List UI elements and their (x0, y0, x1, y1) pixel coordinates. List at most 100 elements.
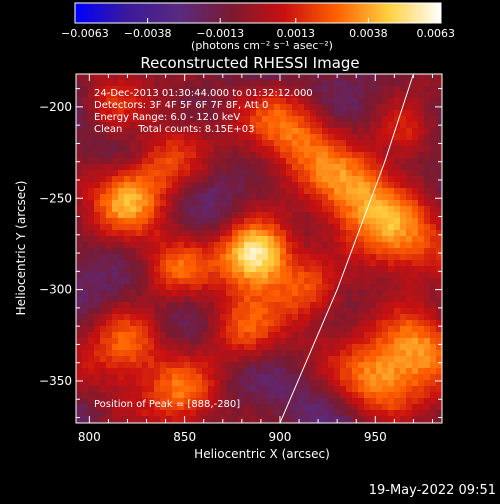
heatmap-cell (328, 98, 335, 105)
heatmap-cell (76, 308, 83, 315)
heatmap-cell (190, 290, 197, 297)
heatmap-cell (346, 398, 353, 405)
heatmap-cell (424, 152, 431, 159)
heatmap-cell (142, 338, 149, 345)
heatmap-cell (316, 410, 323, 417)
heatmap-cell (124, 410, 131, 417)
heatmap-cell (388, 206, 395, 213)
heatmap-cell (364, 296, 371, 303)
heatmap-cell (406, 158, 413, 165)
heatmap-cell (220, 338, 227, 345)
heatmap-cell (430, 296, 437, 303)
heatmap-cell (310, 74, 317, 81)
heatmap-cell (436, 404, 442, 411)
heatmap-cell (100, 290, 107, 297)
heatmap-cell (316, 308, 323, 315)
heatmap-cell (118, 254, 125, 261)
heatmap-cell (436, 134, 442, 141)
heatmap-cell (412, 248, 419, 255)
heatmap-cell (214, 302, 221, 309)
heatmap-cell (358, 188, 365, 195)
heatmap-cell (112, 224, 119, 231)
heatmap-cell (82, 350, 89, 357)
heatmap-cell (124, 80, 131, 87)
heatmap-cell (214, 344, 221, 351)
heatmap-cell (106, 308, 113, 315)
heatmap-cell (196, 242, 203, 249)
heatmap-cell (118, 314, 125, 321)
heatmap-cell (328, 194, 335, 201)
heatmap-cell (154, 86, 161, 93)
heatmap-cell (364, 290, 371, 297)
heatmap-cell (346, 224, 353, 231)
heatmap-cell (178, 266, 185, 273)
heatmap-cell (232, 152, 239, 159)
heatmap-cell (124, 404, 131, 411)
heatmap-cell (166, 128, 173, 135)
heatmap-cell (334, 134, 341, 141)
heatmap-cell (406, 206, 413, 213)
heatmap-cell (232, 224, 239, 231)
heatmap-cell (184, 212, 191, 219)
heatmap-cell (430, 392, 437, 399)
heatmap-cell (238, 98, 245, 105)
heatmap-cell (250, 392, 257, 399)
heatmap-cell (244, 224, 251, 231)
heatmap-cell (76, 110, 83, 117)
heatmap-cell (184, 266, 191, 273)
heatmap-cell (406, 326, 413, 333)
heatmap-cell (106, 344, 113, 351)
heatmap-cell (88, 152, 95, 159)
heatmap-cell (184, 158, 191, 165)
heatmap-cell (76, 386, 83, 393)
heatmap-cell (382, 326, 389, 333)
heatmap-cell (148, 410, 155, 417)
heatmap-cell (184, 218, 191, 225)
heatmap-cell (214, 230, 221, 237)
heatmap-cell (106, 128, 113, 135)
heatmap-cell (172, 188, 179, 195)
heatmap-cell (400, 200, 407, 207)
heatmap-cell (76, 170, 83, 177)
heatmap-cell (430, 356, 437, 363)
heatmap-cell (154, 200, 161, 207)
heatmap-cell (208, 194, 215, 201)
heatmap-cell (220, 380, 227, 387)
heatmap-cell (382, 380, 389, 387)
heatmap-cell (136, 80, 143, 87)
heatmap-cell (148, 380, 155, 387)
heatmap-cell (286, 86, 293, 93)
heatmap-cell (328, 338, 335, 345)
heatmap-cell (160, 146, 167, 153)
heatmap-cell (334, 170, 341, 177)
heatmap-cell (406, 356, 413, 363)
heatmap-cell (334, 176, 341, 183)
heatmap-cell (388, 74, 395, 81)
heatmap-cell (352, 74, 359, 81)
heatmap-cell (106, 338, 113, 345)
heatmap-cell (172, 344, 179, 351)
heatmap-cell (148, 98, 155, 105)
heatmap-cell (382, 368, 389, 375)
heatmap-cell (418, 296, 425, 303)
heatmap-cell (136, 110, 143, 117)
heatmap-cell (166, 404, 173, 411)
heatmap-cell (214, 338, 221, 345)
heatmap-cell (172, 224, 179, 231)
heatmap-cell (88, 218, 95, 225)
heatmap-cell (148, 164, 155, 171)
heatmap-cell (154, 194, 161, 201)
heatmap-cell (298, 320, 305, 327)
heatmap-cell (298, 74, 305, 81)
heatmap-cell (418, 248, 425, 255)
heatmap-cell (310, 332, 317, 339)
heatmap-cell (100, 386, 107, 393)
heatmap-cell (310, 98, 317, 105)
heatmap-cell (310, 290, 317, 297)
heatmap-cell (112, 416, 119, 423)
heatmap-cell (106, 116, 113, 123)
heatmap-cell (208, 116, 215, 123)
heatmap-cell (232, 284, 239, 291)
heatmap-cell (388, 176, 395, 183)
heatmap-cell (208, 416, 215, 423)
